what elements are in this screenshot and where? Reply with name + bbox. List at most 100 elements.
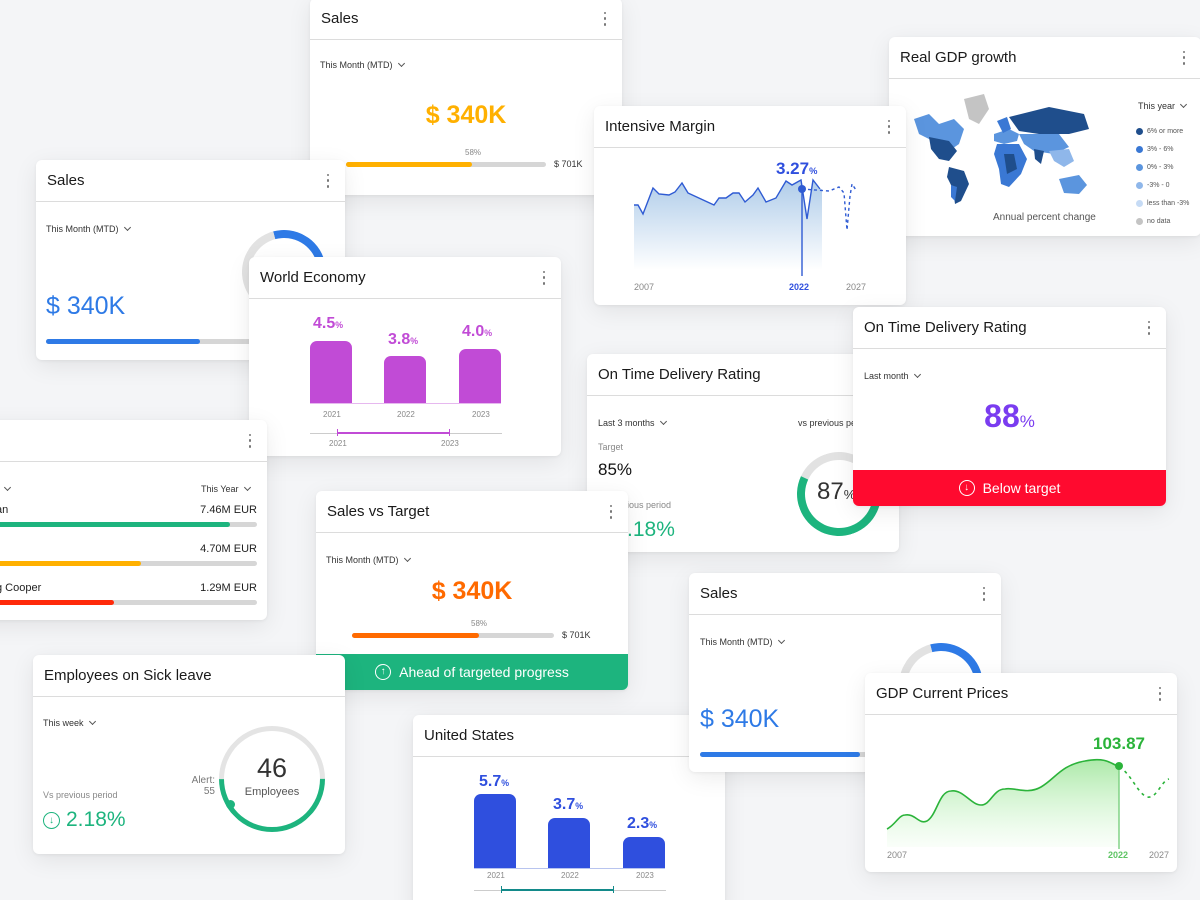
range-handle-start[interactable] [337, 429, 338, 436]
employee-count-label: Employees [244, 786, 300, 798]
target-label: Target [598, 442, 624, 452]
more-options-icon[interactable] [1155, 686, 1165, 701]
vs-previous-label: Vs previous period [43, 790, 118, 800]
range-handle-end[interactable] [613, 886, 614, 893]
year-filter-dropdown[interactable]: This Year [201, 483, 251, 494]
bar-value-unit: % [575, 801, 584, 811]
more-options-icon[interactable] [539, 270, 549, 285]
chevron-down-icon [243, 483, 251, 492]
progress-fill [352, 633, 480, 638]
card-title: United States [424, 727, 515, 744]
card-title: Sales [321, 10, 359, 27]
legend-label: less than -3% [1147, 199, 1190, 207]
bar-2021[interactable] [474, 794, 516, 868]
bar-value-number: 3.8 [388, 331, 411, 348]
card-title: Sales [47, 172, 85, 189]
more-options-icon[interactable] [884, 119, 894, 134]
range-slider-selection[interactable] [501, 889, 614, 891]
real-gdp-card: Real GDP growth Annual percent change Th… [889, 37, 1200, 236]
progress-bar [46, 339, 336, 344]
more-options-icon[interactable] [245, 433, 255, 448]
card-header: On Time Delivery Rating [587, 354, 899, 396]
range-slider-selection[interactable] [337, 432, 450, 434]
more-options-icon[interactable] [606, 504, 616, 519]
more-options-icon[interactable] [1144, 320, 1154, 335]
range-end-label: 2023 [441, 439, 459, 448]
intensive-margin-card: Intensive Margin 3.27% 2007 2022 2027 [594, 106, 906, 305]
x-axis-label-current: 2022 [1108, 850, 1129, 860]
period-dropdown[interactable]: This year [1138, 100, 1188, 111]
card-header: On Time Delivery Rating [853, 307, 1166, 349]
x-axis-label: 2027 [846, 282, 867, 292]
target-value: $ 701K [562, 630, 591, 640]
alert-text: Alert: [191, 775, 215, 786]
chevron-down-icon [123, 223, 131, 232]
bar-value-unit: % [484, 328, 493, 338]
legend-swatch [1136, 217, 1143, 225]
legend-item: less than -3% [1136, 194, 1189, 212]
bar-2023[interactable] [623, 837, 665, 868]
more-options-icon[interactable] [1179, 50, 1189, 65]
area-chart[interactable] [865, 713, 1177, 853]
employee-count: 46 [256, 753, 288, 783]
period-dropdown[interactable]: This week [43, 717, 96, 728]
progress-bar [352, 633, 554, 638]
arrow-down-circle-icon: ↓ [958, 480, 975, 496]
line-chart[interactable] [594, 146, 906, 276]
bar-value: 4.0% [462, 323, 492, 341]
more-options-icon[interactable] [979, 586, 989, 601]
bar-2021[interactable] [310, 341, 352, 403]
world-map[interactable] [909, 89, 1099, 209]
bar-value-number: 2.3 [627, 815, 650, 832]
sales-vs-target-card: Sales vs Target This Month (MTD) $ 340K … [316, 491, 628, 690]
below-target-banner[interactable]: ↓ Below target [853, 470, 1166, 506]
legend-label: 6% or more [1147, 127, 1184, 135]
progress-fill [346, 162, 472, 167]
chevron-down-icon [1179, 100, 1188, 109]
period-dropdown[interactable]: Last month [864, 370, 921, 381]
legend-label: 0% - 3% [1147, 163, 1174, 171]
bar-value-unit: % [410, 336, 419, 346]
range-handle-end[interactable] [449, 429, 450, 436]
bar-value: 4.5% [313, 315, 343, 333]
map-legend: 6% or more 3% - 6% 0% - 3% -3% - 0 less … [1136, 122, 1189, 230]
period-label: Last month [864, 371, 909, 381]
progress-percent: 58% [465, 148, 482, 157]
row-bar [0, 600, 257, 605]
card-title: Real GDP growth [900, 49, 1017, 66]
card-title: Employees on Sick leave [44, 667, 212, 684]
bar-value-unit: % [649, 820, 658, 830]
card-header: United States [413, 715, 725, 757]
period-dropdown[interactable]: This Month (MTD) [320, 59, 405, 70]
legend-item: -3% - 0 [1136, 176, 1189, 194]
arrow-down-circle-icon: ↓ [43, 811, 60, 829]
row-bar-fill [0, 522, 231, 527]
card-title: World Economy [260, 269, 366, 286]
row-value: 1.29M EUR [200, 582, 257, 594]
ahead-of-target-banner[interactable]: ↑ Ahead of targeted progress [316, 654, 628, 690]
left-filter-dropdown[interactable]: r [0, 483, 12, 494]
range-start-label: 2021 [329, 439, 347, 448]
prev-period-value: .18% [627, 518, 675, 541]
more-options-icon[interactable] [323, 173, 333, 188]
bar-2022[interactable] [548, 818, 590, 868]
status-label: Below target [982, 480, 1061, 496]
period-label: This Month (MTD) [46, 224, 119, 234]
bar-2023[interactable] [459, 349, 501, 403]
x-axis-label: 2007 [634, 282, 655, 292]
vs-previous-label: vs previous pe [798, 418, 857, 428]
legend-label: 3% - 6% [1147, 145, 1174, 153]
period-label: This Month (MTD) [326, 555, 399, 565]
period-dropdown[interactable]: Last 3 months [598, 417, 667, 428]
period-dropdown[interactable]: This Month (MTD) [326, 554, 411, 565]
map-caption: Annual percent change [993, 212, 1096, 223]
card-header: Sales vs Target [316, 491, 628, 533]
legend-swatch [1136, 163, 1143, 171]
chevron-down-icon [777, 636, 785, 645]
more-options-icon[interactable] [600, 11, 610, 26]
period-dropdown[interactable]: This Month (MTD) [46, 223, 131, 234]
bar-2022[interactable] [384, 356, 426, 403]
range-handle-start[interactable] [501, 886, 502, 893]
card-header: Intensive Margin [594, 106, 906, 148]
period-dropdown[interactable]: This Month (MTD) [700, 636, 785, 647]
